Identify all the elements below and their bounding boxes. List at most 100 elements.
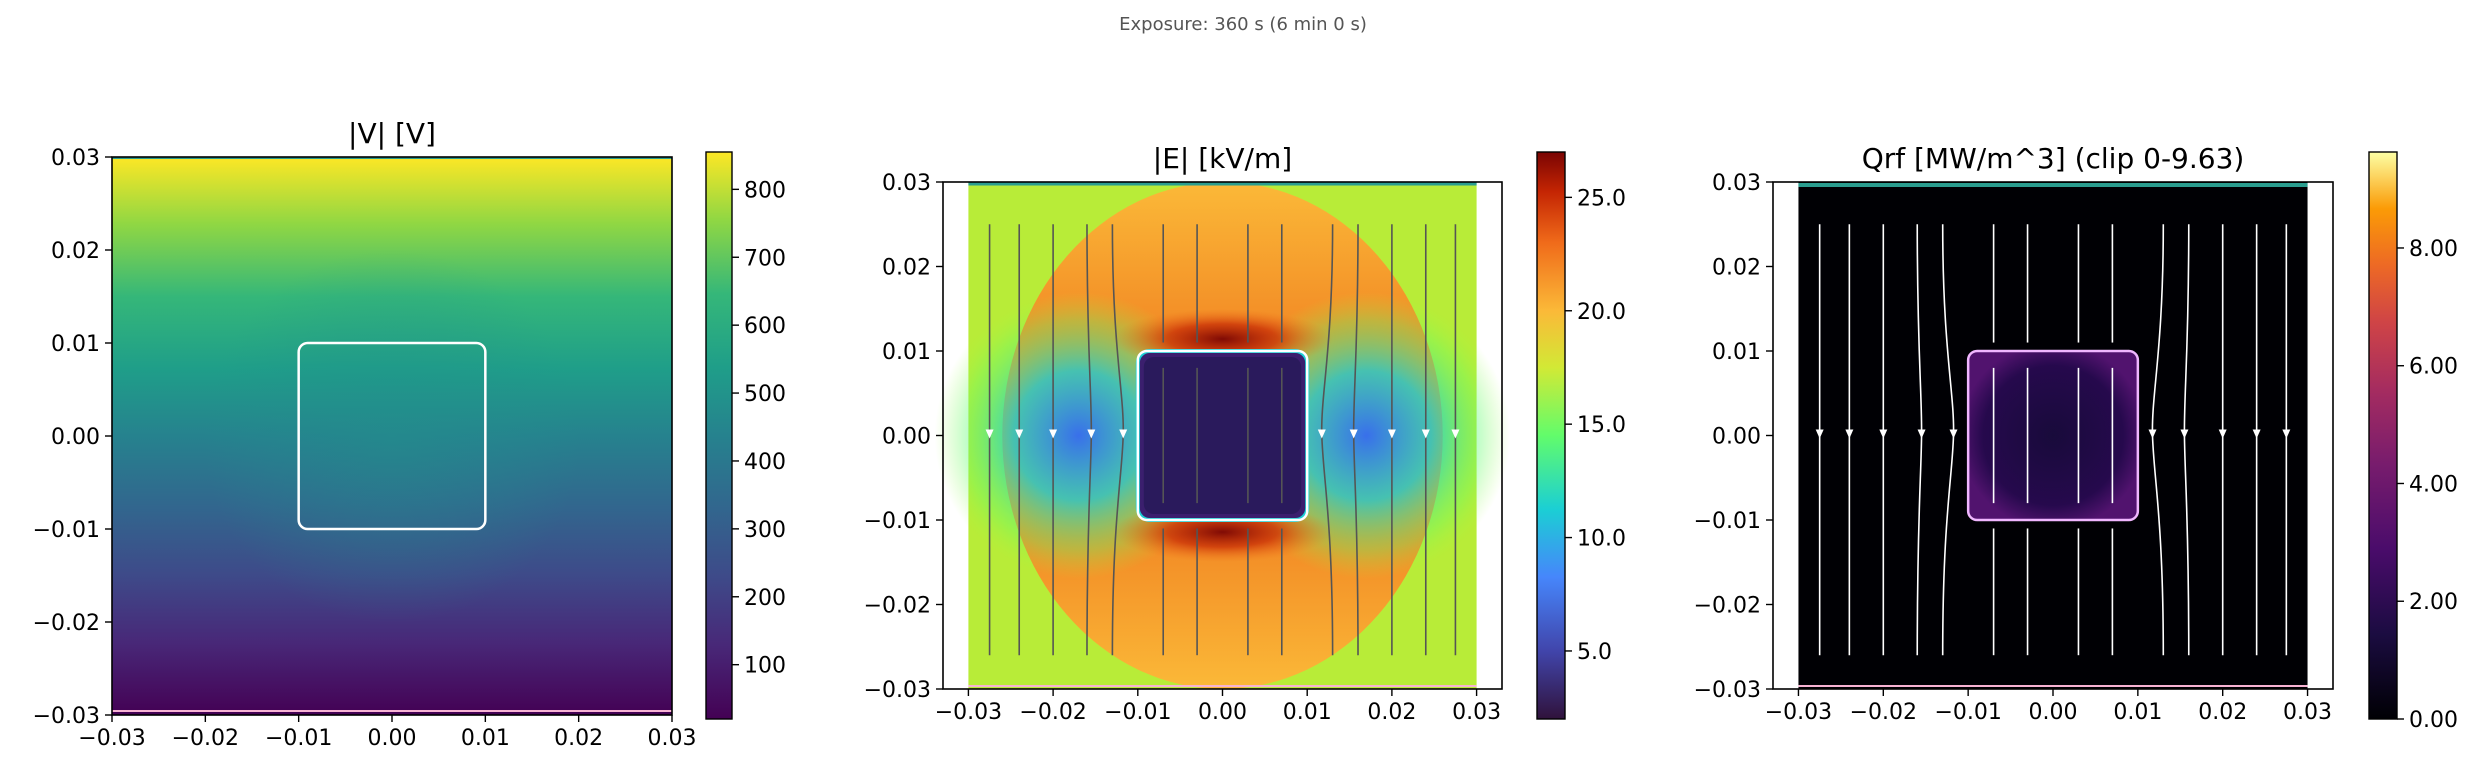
y-tick-label: −0.02 <box>1694 594 1761 619</box>
y-tick-label: 0.00 <box>882 425 931 450</box>
colorbar-tick-label: 5.0 <box>1577 640 1612 665</box>
x-tick-label: 0.00 <box>368 726 417 751</box>
y-tick-label: 0.03 <box>1712 171 1761 196</box>
streamline-arrow <box>1049 429 1058 439</box>
colorbar <box>2368 151 2398 720</box>
y-tick-label: 0.03 <box>51 146 100 171</box>
streamlines <box>985 224 1460 656</box>
electrode-outline <box>297 341 487 531</box>
colorbar-tick-label: 10.0 <box>1577 527 1626 552</box>
x-tick-label: 0.03 <box>648 726 697 751</box>
colorbar-tick-label: 500 <box>744 382 786 407</box>
y-tick-label: 0.01 <box>1712 340 1761 365</box>
streamline-arrow <box>1421 429 1430 439</box>
x-tick-label: −0.01 <box>1934 700 2001 725</box>
y-tick-label: −0.02 <box>33 611 100 636</box>
colorbar-tick-label: 20.0 <box>1577 300 1626 325</box>
colorbar-tick-label: 25.0 <box>1577 186 1626 211</box>
colorbar <box>705 151 733 720</box>
x-tick-label: 0.00 <box>1198 700 1247 725</box>
streamline-arrow <box>2252 429 2261 439</box>
y-tick-label: −0.01 <box>33 518 100 543</box>
panel-efield: −0.03−0.03 −0.02 −0.02 −0.01 −0.01 0.00 0.00 0.… <box>864 142 1626 725</box>
colorbar-tick-label: 4.00 <box>2409 472 2458 497</box>
y-tick-label: −0.03 <box>33 704 100 729</box>
x-tick-label: −0.01 <box>265 726 332 751</box>
y-tick-label: −0.02 <box>864 594 931 619</box>
streamline-arrow <box>2180 429 2189 439</box>
x-tick-label: 0.03 <box>2283 700 2332 725</box>
streamline-arrow <box>2148 429 2157 439</box>
figure-suptitle: Exposure: 360 s (6 min 0 s) <box>1119 14 1367 35</box>
streamline-arrow <box>2282 429 2291 439</box>
colorbar-tick-label: 200 <box>744 586 786 611</box>
streamline-arrow <box>1317 429 1326 439</box>
streamline-arrow <box>1387 429 1396 439</box>
x-tick-label: −0.01 <box>1104 700 1171 725</box>
x-tick-label: −0.02 <box>1019 700 1086 725</box>
y-tick-label: 0.00 <box>51 425 100 450</box>
streamline-arrow <box>1087 429 1096 439</box>
panel-title: Qrf [MW/m^3] (clip 0-9.63) <box>1862 142 2245 175</box>
streamlines <box>1815 224 2291 656</box>
y-tick-label: −0.01 <box>864 509 931 534</box>
colorbar-tick-label: 700 <box>744 246 786 271</box>
x-tick-label: 0.01 <box>461 726 510 751</box>
electrode-outline <box>1136 349 1309 522</box>
panel-title: |E| [kV/m] <box>1153 142 1292 175</box>
panel-voltage: −0.03−0.03 −0.02 −0.02 −0.01 −0.01 0.00 0.00 0.… <box>33 117 786 751</box>
y-tick-label: 0.02 <box>1712 256 1761 281</box>
streamline-arrow <box>1349 429 1358 439</box>
streamline-arrow <box>1917 429 1926 439</box>
panel-qrf: −0.03−0.03 −0.02 −0.02 −0.01 −0.01 0.00 0.00 0.… <box>1694 142 2458 733</box>
y-tick-label: −0.03 <box>1694 678 1761 703</box>
streamline-arrow <box>1451 429 1460 439</box>
streamline-arrow <box>1879 429 1888 439</box>
colorbar-tick-label: 400 <box>744 450 786 475</box>
streamline-arrow <box>985 429 994 439</box>
colorbar-tick-label: 8.00 <box>2409 237 2458 262</box>
streamline-arrow <box>2218 429 2227 439</box>
y-tick-label: −0.03 <box>864 678 931 703</box>
colorbar-tick-label: 0.00 <box>2409 708 2458 733</box>
heatmap-field <box>934 182 1511 689</box>
x-tick-label: 0.03 <box>1452 700 1501 725</box>
streamline-arrow <box>1845 429 1854 439</box>
streamline-arrow <box>1815 429 1824 439</box>
y-tick-label: 0.02 <box>882 256 931 281</box>
x-tick-label: −0.03 <box>78 726 145 751</box>
heatmap-dip <box>168 212 616 660</box>
panel-title: |V| [V] <box>348 117 436 150</box>
colorbar-tick-label: 300 <box>744 518 786 543</box>
y-tick-label: −0.01 <box>1694 509 1761 534</box>
y-tick-label: 0.01 <box>51 332 100 357</box>
streamline-arrow <box>1949 429 1958 439</box>
y-tick-label: 0.00 <box>1712 425 1761 450</box>
heatmap-inner-core <box>1143 357 1302 514</box>
colorbar <box>1536 151 1566 720</box>
x-tick-label: −0.03 <box>1765 700 1832 725</box>
electrode-outline <box>1966 349 2140 522</box>
colorbar-tick-label: 6.00 <box>2409 355 2458 380</box>
colorbar-tick-label: 15.0 <box>1577 413 1626 438</box>
x-tick-label: 0.01 <box>1283 700 1332 725</box>
streamline-arrow <box>1119 429 1128 439</box>
x-tick-label: −0.03 <box>935 700 1002 725</box>
colorbar-tick-label: 100 <box>744 654 786 679</box>
x-tick-label: −0.02 <box>1850 700 1917 725</box>
x-tick-label: −0.02 <box>172 726 239 751</box>
streamline-arrow <box>1015 429 1024 439</box>
y-tick-label: 0.01 <box>882 340 931 365</box>
colorbar-tick-label: 2.00 <box>2409 590 2458 615</box>
x-tick-label: 0.00 <box>2029 700 2078 725</box>
x-tick-label: 0.01 <box>2113 700 2162 725</box>
colorbar-tick-label: 600 <box>744 314 786 339</box>
x-tick-label: 0.02 <box>2198 700 2247 725</box>
y-tick-label: 0.03 <box>882 171 931 196</box>
x-tick-label: 0.02 <box>554 726 603 751</box>
x-tick-label: 0.02 <box>1367 700 1416 725</box>
y-tick-label: 0.02 <box>51 239 100 264</box>
heatmap-inner <box>1968 351 2138 520</box>
colorbar-tick-label: 800 <box>744 178 786 203</box>
